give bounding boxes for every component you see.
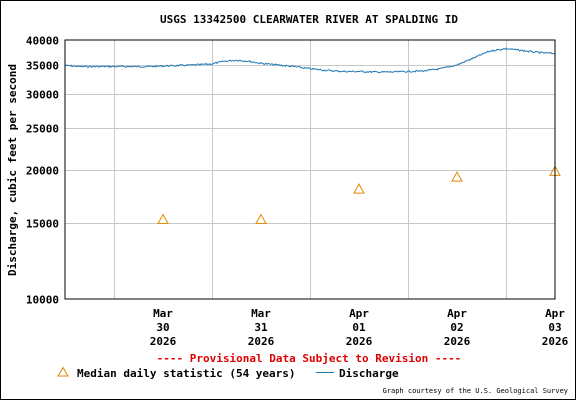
median-triangle-marker — [451, 171, 463, 182]
x-tick-label-line: 31 — [254, 321, 268, 334]
x-tick-label-line: 03 — [548, 321, 561, 334]
median-series — [157, 165, 561, 225]
x-tick-labels: Mar302026Mar312026Apr012026Apr022026Apr0… — [150, 307, 569, 348]
y-axis-label: Discharge, cubic feet per second — [6, 64, 19, 276]
x-tick-label-line: 2026 — [150, 335, 177, 348]
y-tick-label: 30000 — [26, 89, 59, 102]
credit-text: Graph courtesy of the U.S. Geological Su… — [383, 387, 568, 395]
legend: Median daily statistic (54 years) Discha… — [57, 366, 399, 380]
x-tick-label-line: 2026 — [248, 335, 275, 348]
x-tick-label-line: Mar — [251, 307, 271, 320]
grid — [65, 40, 555, 299]
x-tick-label-line: 02 — [450, 321, 463, 334]
chart-title: USGS 13342500 CLEARWATER RIVER AT SPALDI… — [160, 13, 458, 26]
plot-area-border — [64, 39, 556, 300]
x-tick-label-line: 01 — [352, 321, 366, 334]
median-triangle-marker — [157, 213, 169, 225]
x-tick-label-line: 2026 — [542, 335, 569, 348]
y-tick-label: 35000 — [26, 60, 59, 73]
discharge-line — [64, 47, 556, 74]
discharge-series — [64, 47, 556, 74]
y-tick-label: 25000 — [26, 123, 59, 136]
legend-median-label: Median daily statistic (54 years) — [77, 367, 296, 380]
legend-median-triangle-icon — [57, 366, 69, 377]
x-tick-label-line: Apr — [447, 307, 467, 320]
legend-discharge-label: Discharge — [339, 367, 399, 380]
x-tick-label-line: 2026 — [444, 335, 471, 348]
y-tick-labels: 10000 15000 20000 25000 30000 35000 40000 — [26, 35, 59, 307]
y-tick-label: 20000 — [26, 165, 59, 178]
x-tick-label-line: 2026 — [346, 335, 373, 348]
x-tick-label-line: Mar — [153, 307, 173, 320]
x-tick-label-line: 30 — [156, 321, 169, 334]
median-triangle-marker — [353, 183, 365, 194]
x-tick-label-line: Apr — [349, 307, 369, 320]
y-tick-label: 10000 — [26, 294, 59, 307]
y-tick-label: 15000 — [26, 218, 59, 231]
y-tick-label: 40000 — [26, 35, 59, 48]
median-triangle-marker — [255, 213, 267, 225]
x-tick-label-line: Apr — [545, 307, 565, 320]
provisional-note: ---- Provisional Data Subject to Revisio… — [157, 352, 462, 365]
